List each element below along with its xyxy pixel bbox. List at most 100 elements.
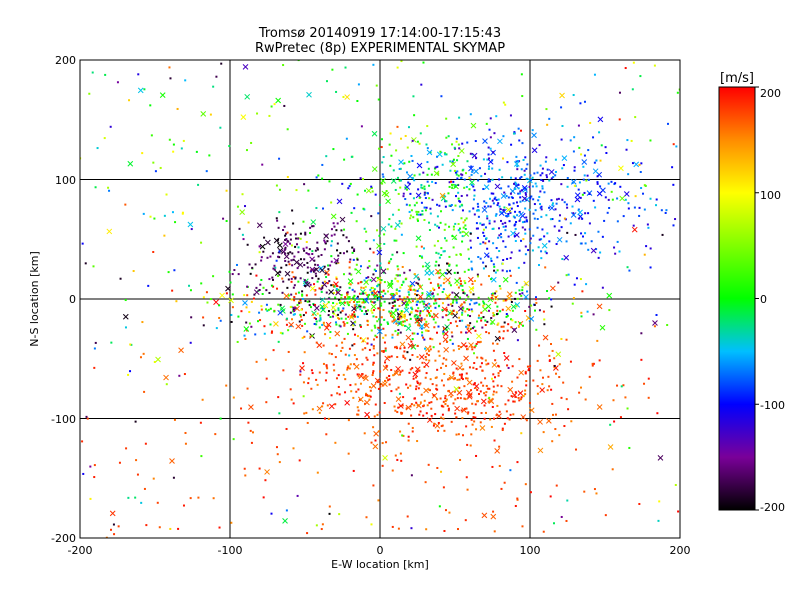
scatter-dot	[180, 147, 183, 150]
scatter-dot	[393, 239, 396, 242]
scatter-dot	[531, 176, 534, 179]
scatter-cross	[371, 130, 378, 137]
scatter-dot	[93, 347, 96, 350]
scatter-dot	[468, 324, 471, 327]
scatter-dot	[262, 286, 265, 289]
scatter-dot	[519, 129, 522, 132]
scatter-dot	[443, 429, 446, 432]
scatter-dot	[342, 307, 345, 310]
scatter-dot	[596, 182, 599, 185]
scatter-dot	[520, 432, 523, 435]
scatter-dot	[489, 117, 492, 120]
scatter-cross	[581, 159, 588, 165]
scatter-dot	[472, 287, 475, 290]
scatter-dot	[423, 338, 426, 341]
scatter-dot	[406, 171, 409, 174]
scatter-dot	[353, 294, 356, 297]
scatter-dot	[325, 365, 328, 368]
scatter-dot	[387, 322, 390, 325]
scatter-dot	[476, 400, 479, 403]
scatter-dot	[286, 239, 289, 242]
scatter-dot	[507, 213, 510, 216]
scatter-dot	[304, 300, 307, 303]
scatter-dot	[200, 455, 203, 458]
scatter-dot	[301, 336, 304, 339]
scatter-dot	[520, 189, 523, 192]
scatter-dot	[320, 288, 323, 291]
scatter-dot	[527, 369, 530, 372]
scatter-dot	[436, 466, 439, 469]
scatter-dot	[372, 338, 375, 341]
scatter-dot	[460, 217, 463, 220]
scatter-dot	[306, 532, 309, 535]
scatter-dot	[477, 205, 480, 208]
scatter-dot	[514, 291, 517, 294]
scatter-dot	[573, 166, 576, 169]
scatter-dot	[292, 258, 295, 261]
scatter-dot	[492, 263, 495, 266]
scatter-dot	[276, 219, 279, 222]
scatter-dot	[489, 147, 492, 150]
scatter-cross	[441, 306, 448, 313]
scatter-dot	[175, 300, 178, 303]
scatter-dot	[327, 264, 330, 267]
scatter-dot	[229, 281, 232, 284]
scatter-dot	[520, 168, 523, 171]
scatter-dot	[361, 301, 364, 304]
scatter-dot	[482, 231, 485, 234]
scatter-dot	[268, 114, 271, 117]
scatter-dot	[289, 233, 292, 236]
scatter-cross	[468, 285, 475, 292]
scatter-dot	[327, 273, 330, 276]
scatter-cross	[450, 161, 457, 168]
scatter-dot	[264, 308, 267, 311]
scatter-dot	[205, 291, 208, 294]
scatter-dot	[300, 318, 303, 321]
scatter-dot	[215, 327, 218, 330]
scatter-dot	[524, 253, 527, 256]
scatter-dot	[457, 197, 460, 200]
scatter-dot	[376, 285, 379, 288]
scatter-cross	[373, 430, 379, 437]
scatter-dot	[436, 155, 439, 158]
scatter-dot	[366, 358, 369, 361]
scatter-dot	[385, 376, 388, 379]
scatter-cross	[405, 334, 412, 341]
scatter-dot	[340, 294, 343, 297]
scatter-dot	[384, 349, 387, 352]
scatter-dot	[438, 204, 441, 207]
scatter-dot	[583, 154, 586, 157]
scatter-dot	[376, 413, 379, 416]
scatter-dot	[419, 213, 422, 216]
scatter-dot	[208, 154, 211, 157]
scatter-dot	[107, 186, 110, 189]
scatter-dot	[169, 527, 172, 530]
scatter-dot	[475, 222, 478, 225]
scatter-dot	[347, 304, 350, 307]
scatter-dot	[404, 324, 407, 327]
scatter-dot	[368, 348, 371, 351]
scatter-cross	[294, 305, 300, 312]
scatter-dot	[461, 378, 464, 381]
scatter-dot	[461, 169, 464, 172]
colorbar-tick-label: -200	[760, 501, 785, 514]
scatter-dot	[519, 218, 522, 221]
scatter-dot	[580, 311, 583, 314]
scatter-dot	[209, 113, 212, 116]
scatter-cross	[404, 184, 411, 190]
scatter-dot	[528, 305, 531, 308]
scatter-dot	[343, 337, 346, 340]
scatter-dot	[416, 344, 419, 347]
scatter-dot	[445, 200, 448, 203]
scatter-dot	[391, 320, 394, 323]
scatter-dot	[497, 198, 500, 201]
scatter-dot	[529, 237, 532, 240]
scatter-dot	[427, 354, 430, 357]
scatter-dot	[369, 279, 372, 282]
scatter-dot	[485, 391, 488, 394]
scatter-dot	[168, 138, 171, 141]
scatter-dot	[587, 212, 590, 215]
scatter-dot	[293, 255, 296, 258]
scatter-dot	[420, 319, 423, 322]
scatter-cross	[491, 362, 498, 368]
